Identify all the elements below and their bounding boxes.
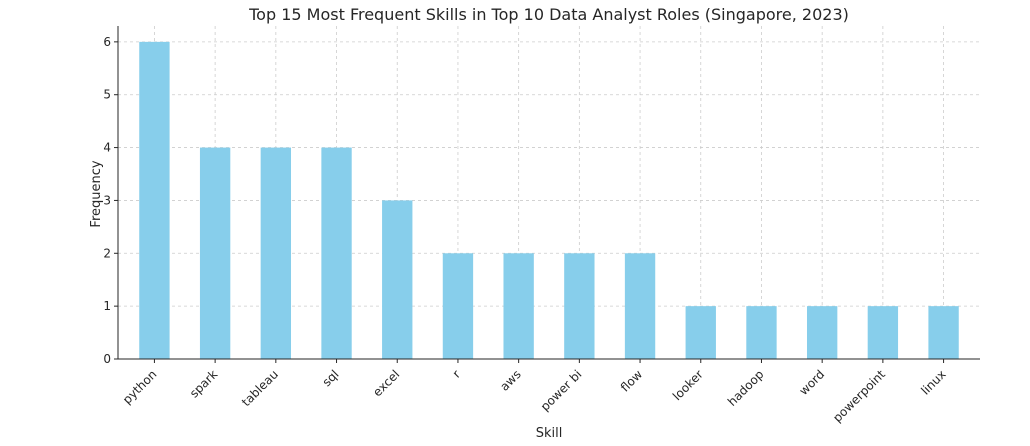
y-tick-label-6: 6 bbox=[103, 35, 111, 49]
x-tick-label-tableau: tableau bbox=[239, 367, 281, 409]
grid-layer bbox=[118, 26, 980, 360]
y-tick-label-2: 2 bbox=[103, 246, 111, 260]
x-tick-label-flow: flow bbox=[618, 367, 646, 395]
bar-sql bbox=[321, 147, 352, 359]
x-tick-label-python: python bbox=[120, 367, 160, 407]
bar-aws bbox=[503, 253, 534, 359]
bar-power-bi bbox=[564, 253, 595, 359]
x-tick-label-spark: spark bbox=[187, 367, 220, 400]
bar-looker bbox=[685, 306, 716, 359]
bar-excel bbox=[382, 200, 413, 359]
bar-spark bbox=[199, 147, 231, 359]
x-axis-label: Skill bbox=[536, 426, 563, 441]
bars-layer bbox=[139, 41, 959, 359]
x-tick-label-looker: looker bbox=[670, 367, 706, 403]
y-tick-label-4: 4 bbox=[103, 141, 111, 155]
bar-tableau bbox=[260, 147, 292, 359]
y-tick-label-0: 0 bbox=[103, 352, 111, 366]
x-tick-label-linux: linux bbox=[918, 367, 948, 397]
x-tick-label-hadoop: hadoop bbox=[725, 367, 767, 409]
y-tick-label-1: 1 bbox=[103, 299, 111, 313]
chart-title: Top 15 Most Frequent Skills in Top 10 Da… bbox=[248, 5, 849, 24]
axes-layer bbox=[117, 26, 980, 360]
x-tick-label-excel: excel bbox=[370, 367, 402, 399]
y-axis-label: Frequency bbox=[89, 160, 104, 227]
bar-powerpoint bbox=[867, 306, 899, 359]
bar-hadoop bbox=[746, 306, 777, 359]
x-tick-label-aws: aws bbox=[497, 367, 523, 393]
y-tick-label-3: 3 bbox=[103, 193, 111, 207]
x-tick-label-power-bi: power bi bbox=[538, 367, 585, 414]
bar-flow bbox=[624, 253, 656, 359]
bar-python bbox=[139, 41, 170, 359]
bar-word bbox=[806, 306, 838, 359]
bar-r bbox=[442, 253, 474, 359]
x-tick-label-word: word bbox=[797, 367, 828, 398]
bar-linux bbox=[928, 306, 959, 359]
x-tick-label-powerpoint: powerpoint bbox=[830, 367, 888, 425]
x-tick-label-r: r bbox=[450, 367, 463, 380]
y-tick-label-5: 5 bbox=[103, 88, 111, 102]
x-tick-label-sql: sql bbox=[320, 367, 342, 389]
